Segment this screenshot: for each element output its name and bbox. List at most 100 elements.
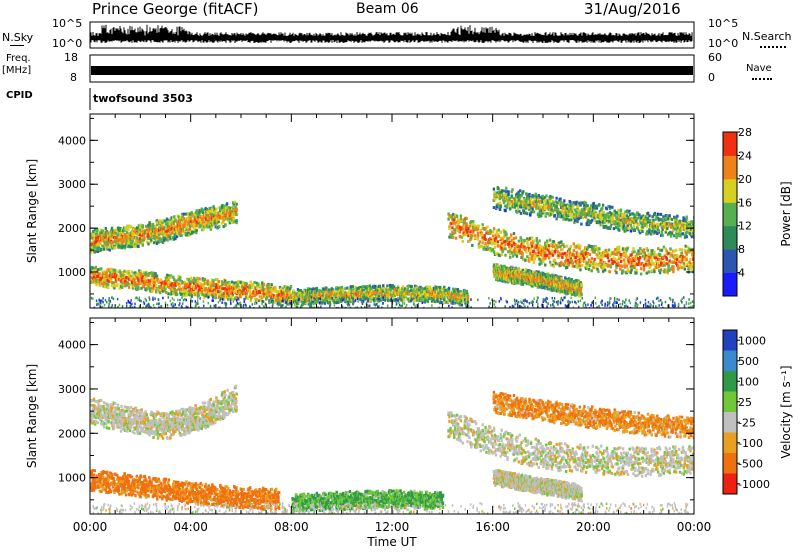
power-cell: [498, 194, 502, 198]
power-cell: [677, 266, 681, 270]
power-cell: [294, 297, 298, 301]
power-cell: [196, 217, 199, 221]
power-cell: [228, 285, 231, 288]
power-cell: [421, 291, 424, 295]
power-cell: [411, 294, 415, 298]
power-cell: [265, 296, 269, 300]
power-cell: [136, 272, 139, 276]
power-cell: [106, 247, 109, 251]
power-cell: [171, 282, 174, 286]
power-cell: [173, 287, 176, 291]
power-cell: [457, 227, 461, 231]
power-cell: [304, 296, 308, 300]
power-cell: [232, 202, 235, 206]
power-cell: [161, 219, 165, 223]
power-cell: [560, 209, 564, 213]
power-cell: [371, 296, 374, 300]
power-cell: [179, 216, 182, 220]
power-cell: [106, 243, 110, 247]
power-cell: [296, 288, 300, 292]
power-cell: [628, 258, 631, 261]
power-cell: [281, 292, 284, 296]
nsky-panel: [89, 21, 695, 49]
power-cell: [134, 271, 137, 275]
power-cell: [365, 293, 368, 297]
freq-tick-top: 18: [64, 51, 78, 64]
power-cell: [163, 238, 166, 242]
power-cell: [213, 207, 216, 211]
power-cell: [212, 215, 216, 219]
power-cell: [563, 245, 566, 249]
power-cell: [492, 227, 496, 231]
power-cell: [130, 275, 133, 278]
power-cell: [569, 256, 573, 260]
power-cell: [469, 224, 472, 228]
power-cell: [589, 260, 593, 264]
beam-label: Beam 06: [356, 1, 419, 17]
power-cell: [690, 267, 693, 271]
power-cell: [374, 291, 378, 295]
power-cell: [635, 256, 638, 260]
power-cell: [501, 189, 504, 193]
power-cell: [460, 303, 464, 307]
power-cell: [201, 292, 204, 296]
power-cell: [133, 273, 136, 277]
power-cell: [565, 264, 569, 268]
power-cell: [184, 219, 187, 223]
power-cell: [455, 214, 459, 218]
power-cell: [99, 283, 102, 287]
power-cell: [217, 220, 220, 224]
power-cell: [456, 288, 460, 292]
power-cell: [508, 245, 511, 249]
power-cell: [388, 283, 392, 287]
power-cell: [453, 218, 456, 222]
power-cell: [352, 300, 355, 304]
power-cell: [533, 257, 537, 261]
power-cell: [137, 285, 140, 289]
power-cell: [289, 284, 293, 288]
power-cell: [509, 249, 512, 253]
power-cell: [600, 213, 603, 217]
power-cell: [443, 295, 447, 299]
power-cell: [115, 228, 119, 232]
power-cell: [604, 248, 608, 252]
power-cell: [200, 289, 204, 293]
power-cell: [217, 217, 220, 221]
power-cell: [629, 259, 632, 263]
power-cell: [185, 232, 188, 236]
power-cell: [608, 205, 612, 209]
power-cell: [659, 258, 663, 262]
power-cell: [428, 290, 432, 294]
power-cell: [493, 190, 496, 194]
power-cell: [476, 237, 480, 241]
power-cell: [473, 236, 477, 240]
power-cell: [650, 261, 653, 265]
power-cell: [101, 271, 104, 275]
power-cell: [150, 287, 153, 291]
power-cell: [173, 230, 176, 234]
power-cell: [93, 273, 96, 277]
power-cell: [425, 291, 428, 295]
power-cell: [354, 297, 357, 301]
power-cell: [440, 290, 443, 294]
power-cell: [670, 251, 673, 255]
nsky-noise-line: [90, 24, 693, 43]
power-cell: [105, 274, 108, 278]
power-cell: [110, 267, 113, 271]
power-cell: [614, 257, 617, 261]
power-cell: [537, 251, 540, 255]
power-cell: [206, 282, 210, 286]
power-cell: [465, 233, 468, 236]
power-cell: [529, 213, 532, 217]
power-cell: [525, 199, 528, 203]
power-cell: [449, 299, 452, 302]
power-cell: [241, 286, 245, 290]
power-cell: [286, 286, 290, 290]
power-cell: [618, 224, 622, 228]
power-cell: [414, 284, 417, 288]
power-cell: [111, 241, 114, 245]
power-cell: [316, 293, 319, 297]
power-cell: [207, 289, 211, 292]
power-cell: [98, 240, 101, 244]
power-cell: [452, 212, 455, 216]
